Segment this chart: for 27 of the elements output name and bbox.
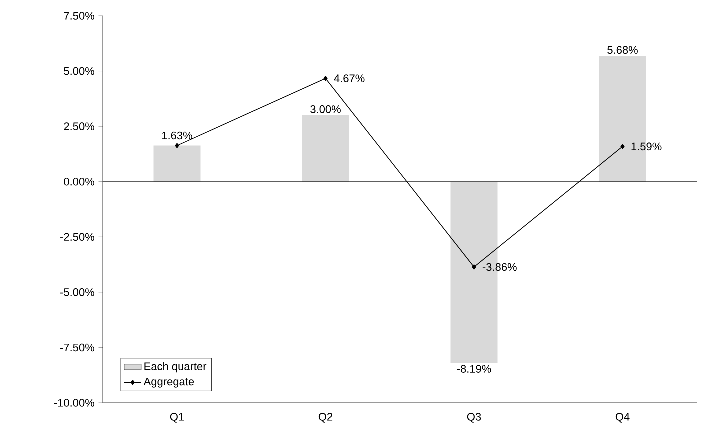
x-tick-label: Q3 [467,413,482,423]
x-tick-label: Q1 [170,413,184,423]
data-label: 5.68% [608,46,638,54]
y-tick-label: -5.00% [60,288,94,296]
x-tick-label: Q4 [616,413,630,423]
x-tick-label: Q2 [318,413,333,423]
y-tick-label: 2.50% [64,122,94,130]
y-tick-label: 7.50% [64,12,94,20]
y-tick-label: -10.00% [54,399,94,407]
bar [154,146,201,182]
y-tick-label: 0.00% [64,178,94,186]
data-label: -3.86% [482,263,517,272]
legend-label: Aggregate [144,378,194,388]
data-label: -8.19% [457,365,492,373]
point [324,76,328,82]
legend-label: Each quarter [144,362,207,373]
data-label: 1.59% [632,142,662,151]
data-label: 1.63% [162,132,192,140]
y-tick-label: -2.50% [60,233,94,242]
bar [302,116,350,182]
point [620,144,625,150]
data-label: 4.67% [334,74,365,82]
data-label: 3.00% [310,106,341,114]
y-tick-label: -7.50% [60,344,94,352]
point [175,143,180,148]
y-tick-label: 5.00% [64,67,94,76]
point [472,264,476,270]
